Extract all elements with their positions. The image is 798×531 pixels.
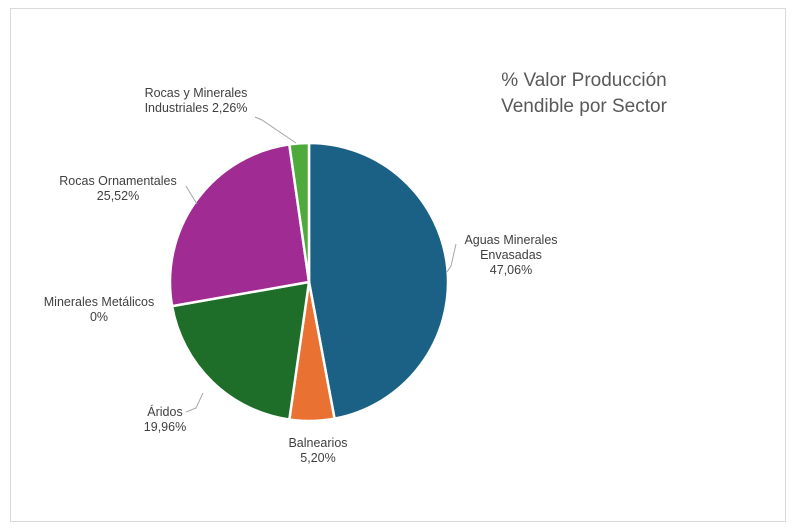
data-label-line: Áridos xyxy=(147,404,182,419)
pie-slice-aguas-minerales-envasadas xyxy=(307,141,450,420)
leader-line xyxy=(185,185,198,205)
pie-slice-rocas-ornamentales xyxy=(168,143,311,308)
data-label-line: 19,96% xyxy=(144,420,186,434)
data-label-line: 0% xyxy=(90,310,108,324)
data-label-line: Rocas Ornamentales xyxy=(59,174,176,188)
data-label-line: 25,52% xyxy=(97,189,139,203)
data-label-line: Aguas Minerales xyxy=(464,233,557,247)
data-label-line: Envasadas xyxy=(480,248,542,262)
data-label-rocas-y-minerales-industriales: Rocas y Minerales Industriales 2,26% xyxy=(145,86,248,115)
leader-line xyxy=(446,243,457,273)
pie-slices xyxy=(168,141,450,423)
data-label-aguas-minerales-envasadas: Aguas Minerales Envasadas 47,06% xyxy=(464,233,557,277)
data-label-line: Balnearios xyxy=(288,436,347,450)
leader-line xyxy=(254,116,297,144)
leader-lines xyxy=(185,116,457,413)
data-label-balnearios: Balnearios 5,20% xyxy=(288,436,347,465)
data-label-line: 47,06% xyxy=(490,263,532,277)
data-label-aridos: Áridos 19,96% xyxy=(144,404,186,434)
data-label-minerales-metalicos: Minerales Metálicos 0% xyxy=(44,295,154,324)
pie-slice-aridos xyxy=(170,280,311,421)
data-labels: Aguas Minerales Envasadas 47,06% Balnearios… xyxy=(44,86,558,465)
chart-title-line-2: Vendible por Sector xyxy=(501,96,668,117)
leader-line xyxy=(185,392,204,413)
data-label-line: Rocas y Minerales xyxy=(145,86,248,100)
data-label-rocas-ornamentales: Rocas Ornamentales 25,52% xyxy=(59,174,176,203)
pie-slice-rocas-y-minerales-industriales xyxy=(288,141,311,284)
data-label-line: 5,20% xyxy=(300,451,335,465)
data-label-line: Minerales Metálicos xyxy=(44,295,154,309)
data-label-line: Industriales 2,26% xyxy=(145,101,248,115)
chart-title-line-1: % Valor Producción xyxy=(501,70,666,91)
